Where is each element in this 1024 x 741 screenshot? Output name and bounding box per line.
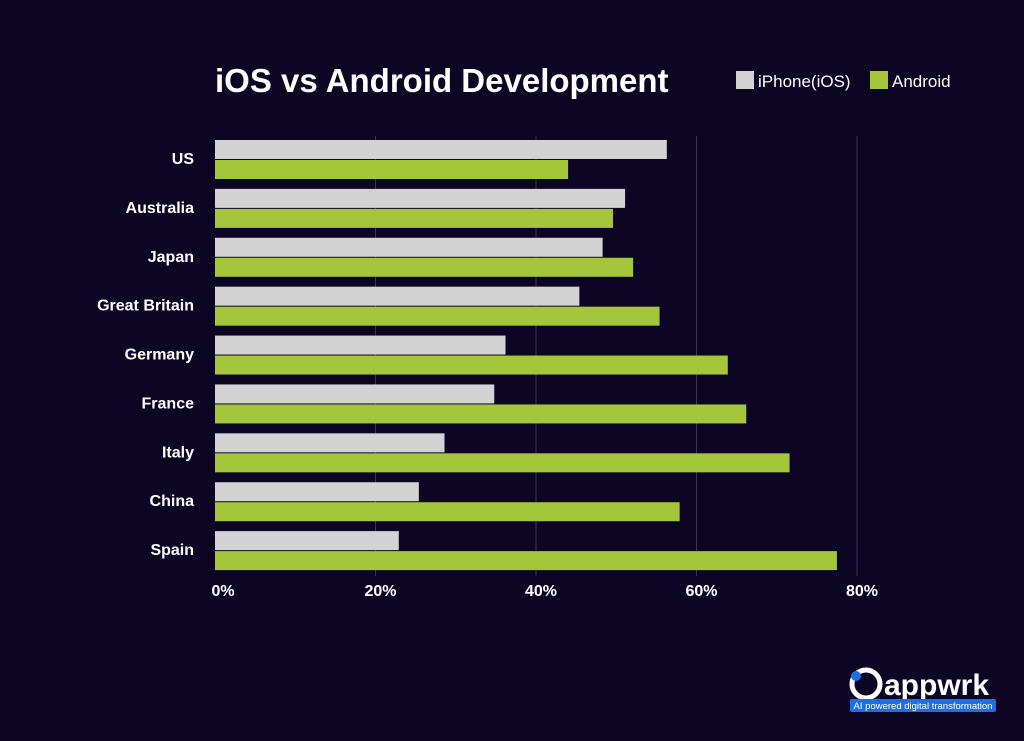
bar-android-germany	[215, 355, 728, 375]
bar-iphone-ios--japan	[215, 237, 603, 257]
bar-android-australia	[215, 208, 614, 228]
chart-title: iOS vs Android Development	[215, 62, 669, 99]
category-labels: US Australia Japan Great Britain Germany Fran…	[97, 151, 194, 559]
bar-iphone-ios--great-britain	[215, 286, 580, 306]
bar-iphone-ios--australia	[215, 188, 626, 208]
bars	[215, 140, 837, 571]
appwrk-logo: appwrk AI powered digital transformation	[849, 667, 996, 712]
x-tick-label: 60%	[685, 583, 717, 600]
bar-iphone-ios--us	[215, 140, 667, 159]
category-label: Japan	[148, 249, 194, 266]
category-label: Australia	[126, 200, 195, 217]
logo-text: appwrk	[884, 669, 989, 702]
category-label: Italy	[162, 444, 194, 461]
category-label: Germany	[125, 347, 194, 364]
x-tick-label: 0%	[211, 583, 234, 600]
bar-iphone-ios--china	[215, 482, 419, 502]
category-label: US	[172, 151, 195, 168]
category-label: Spain	[150, 542, 194, 559]
bar-iphone-ios--spain	[215, 531, 399, 551]
logo-ring-icon	[849, 667, 883, 701]
x-axis-tick-labels: 0% 20% 40% 60% 80%	[211, 583, 878, 600]
logo-tagline: AI powered digital transformation	[854, 701, 993, 712]
bar-android-italy	[215, 453, 790, 473]
x-tick-label: 20%	[364, 583, 396, 600]
legend-label: Android	[892, 72, 951, 91]
category-label: France	[142, 395, 195, 412]
legend-swatch	[870, 71, 888, 89]
category-label: China	[150, 493, 195, 510]
legend: iPhone(iOS) Android	[736, 71, 951, 91]
logo-dot-icon	[851, 671, 861, 681]
bar-android-great-britain	[215, 306, 660, 326]
bar-android-china	[215, 502, 680, 522]
bar-android-spain	[215, 551, 837, 571]
bar-android-us	[215, 160, 569, 179]
legend-swatch	[736, 71, 754, 89]
category-label: Great Britain	[97, 298, 194, 315]
x-tick-label: 40%	[525, 583, 557, 600]
bar-android-japan	[215, 257, 634, 277]
tagline-badge	[850, 699, 996, 712]
bar-iphone-ios--germany	[215, 335, 506, 355]
x-tick-label: 80%	[846, 583, 878, 600]
legend-label: iPhone(iOS)	[758, 72, 851, 91]
bar-iphone-ios--italy	[215, 433, 445, 453]
bar-iphone-ios--france	[215, 384, 495, 404]
bar-android-france	[215, 404, 747, 424]
